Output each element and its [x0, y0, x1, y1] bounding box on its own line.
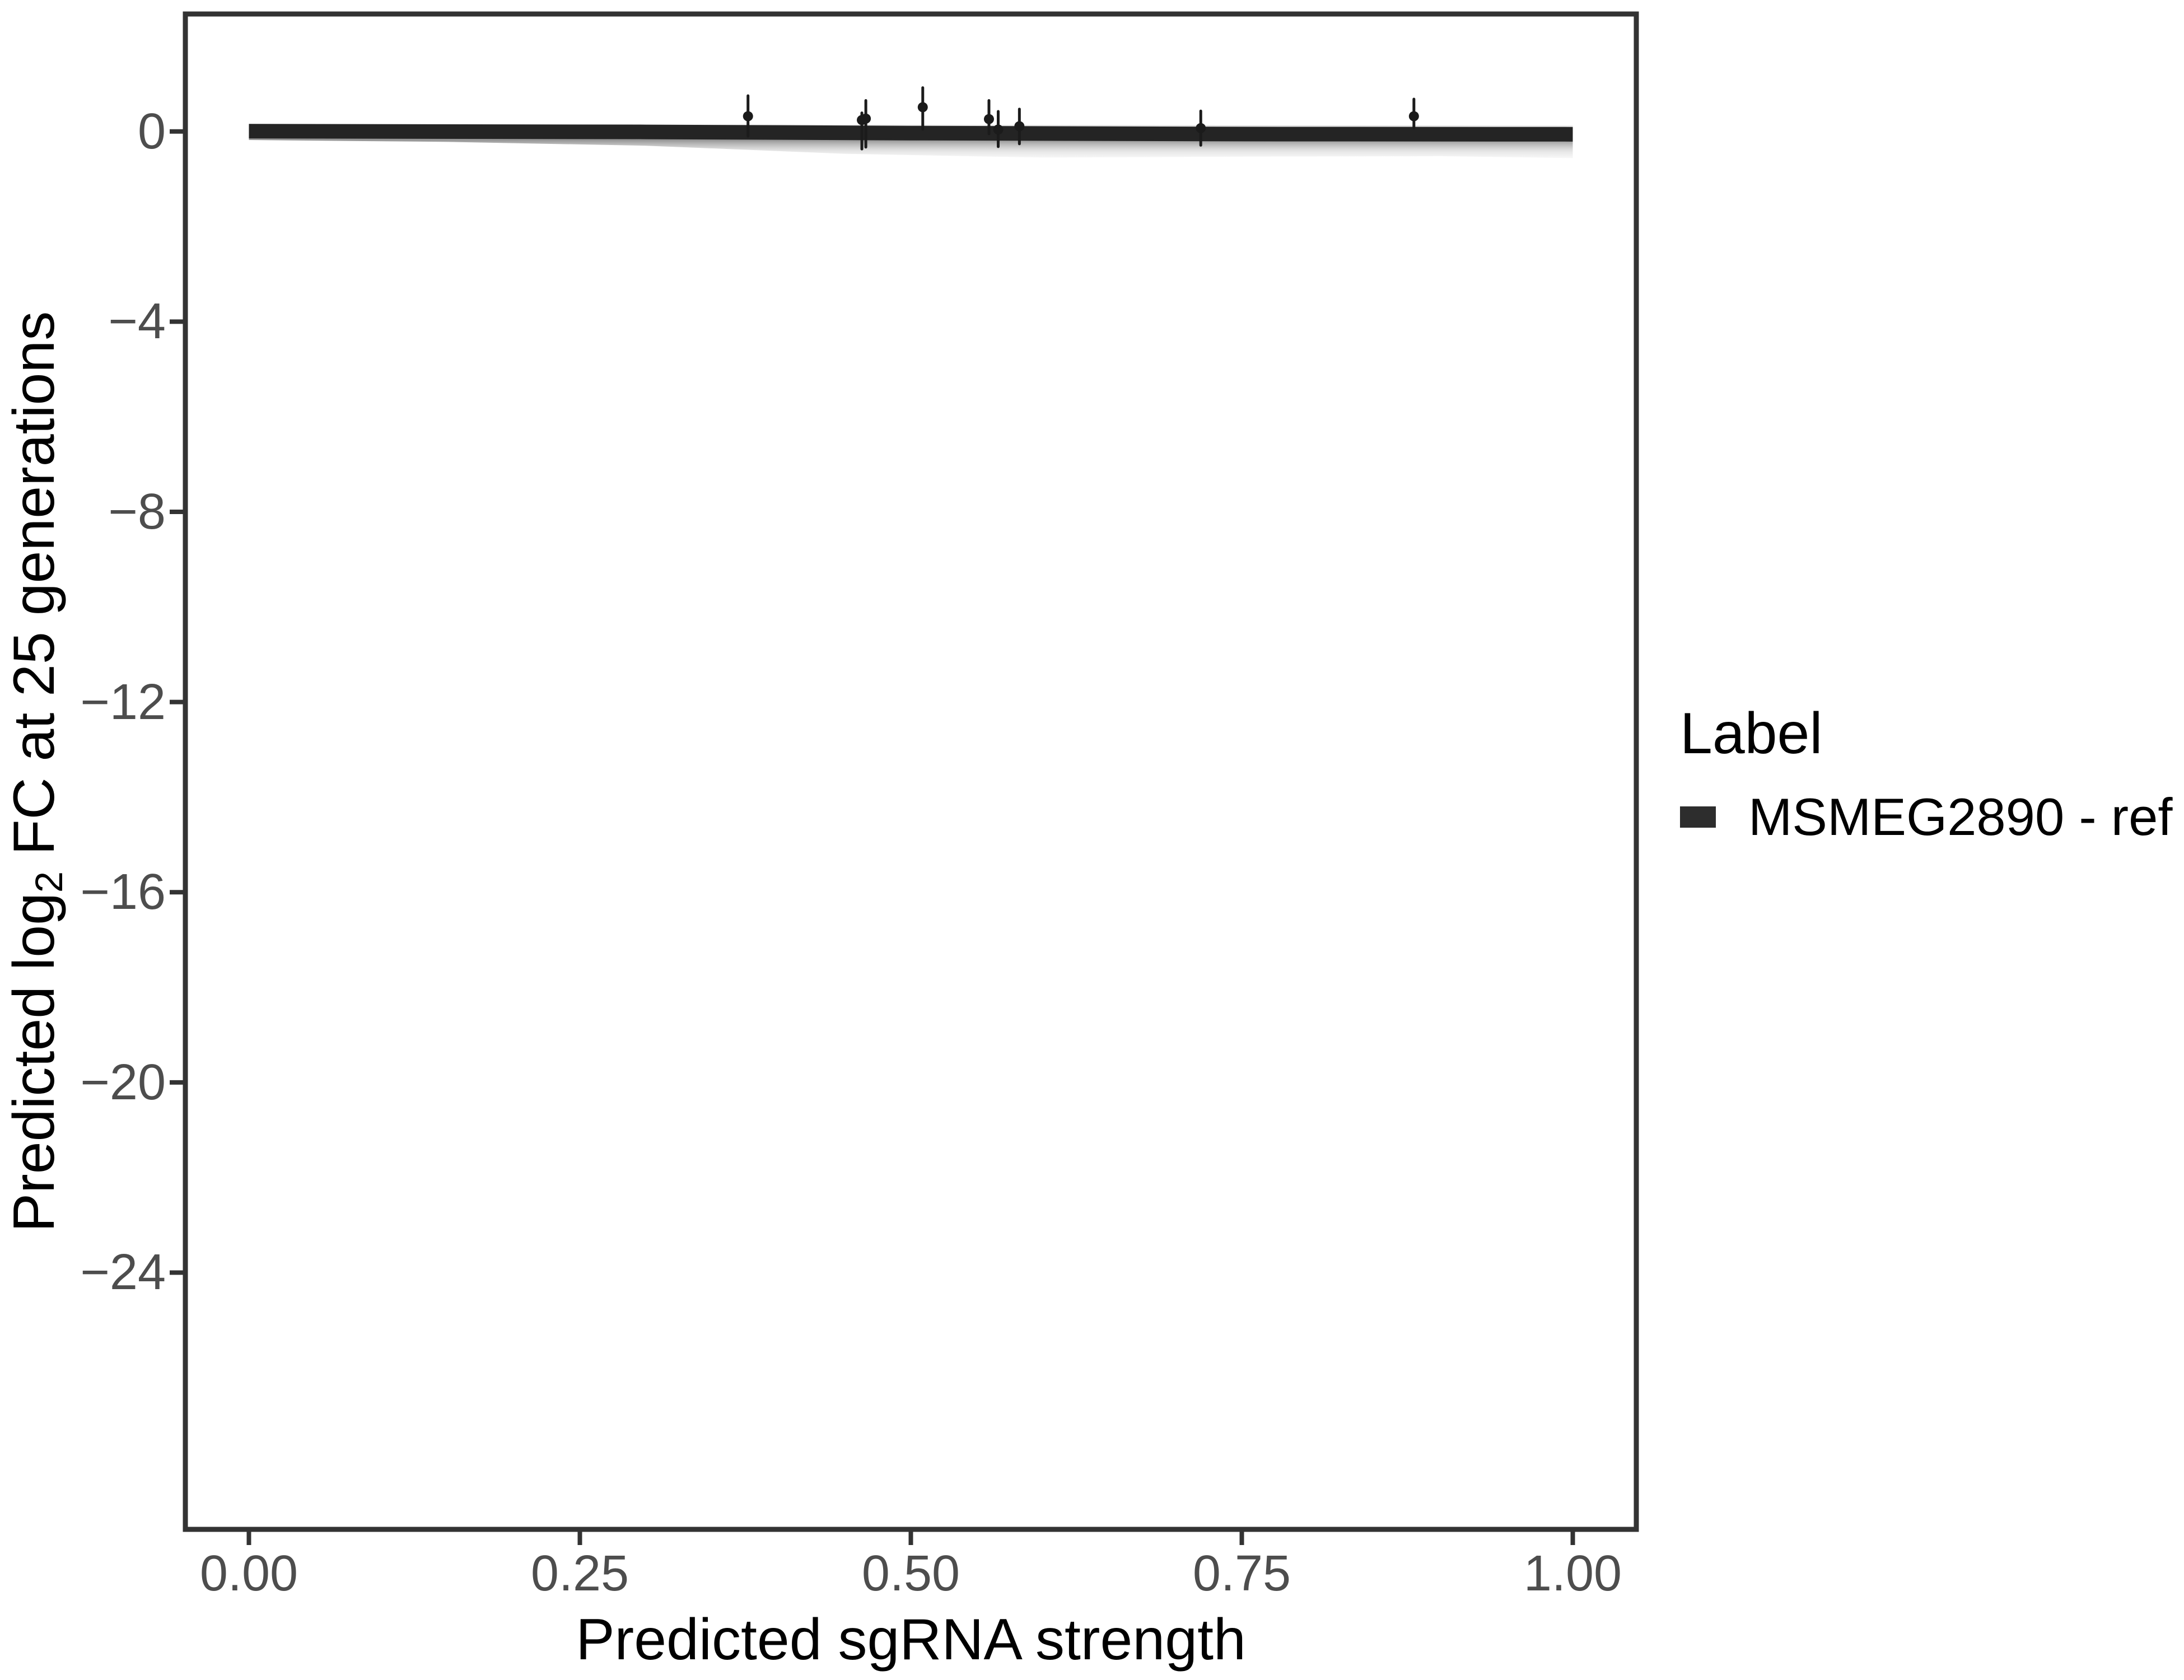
- x-tick-label: 0.50: [861, 1546, 960, 1602]
- point-marker: [983, 114, 994, 124]
- y-tick-label: 0: [137, 103, 166, 160]
- legend-entry-label: MSMEG2890 - ref: [1748, 787, 2173, 846]
- legend-entry: MSMEG2890 - ref: [1680, 786, 2172, 848]
- point-marker: [743, 111, 753, 122]
- y-tick-label: −20: [80, 1054, 166, 1110]
- y-axis-title-rest: FC at 25 generations: [2, 311, 67, 871]
- y-tick-label: −4: [108, 293, 166, 350]
- y-axis-title-word: Predicted: [2, 986, 67, 1233]
- y-tick-label: −24: [80, 1244, 166, 1301]
- y-axis-title-subscript: 2: [27, 871, 71, 893]
- x-axis-title: Predicted sgRNA strength: [576, 1607, 1246, 1672]
- point-marker: [861, 113, 871, 124]
- point-marker: [1408, 111, 1419, 122]
- smooth-line: [249, 124, 1573, 142]
- legend-key-smooth-line-swatch: [1680, 806, 1716, 828]
- x-tick-label: 0.25: [530, 1546, 629, 1602]
- x-tick-label: 0.00: [199, 1546, 298, 1602]
- y-axis-title: Predicted log2 FC at 25 generations: [2, 311, 71, 1233]
- point-marker: [1014, 121, 1025, 132]
- y-tick-label: −12: [80, 674, 166, 730]
- x-tick-label: 0.75: [1192, 1546, 1291, 1602]
- y-tick-label: −16: [80, 864, 166, 921]
- point-marker: [993, 124, 1004, 135]
- legend: Label MSMEG2890 - ref: [1680, 701, 2172, 843]
- panel-border: [183, 11, 1639, 1532]
- point-marker: [917, 102, 928, 113]
- x-tick-label: 1.00: [1523, 1546, 1622, 1602]
- y-tick-label: −8: [108, 483, 166, 540]
- legend-title: Label: [1680, 701, 1823, 766]
- y-axis-title-log: log: [2, 893, 67, 970]
- point-marker: [1196, 123, 1206, 133]
